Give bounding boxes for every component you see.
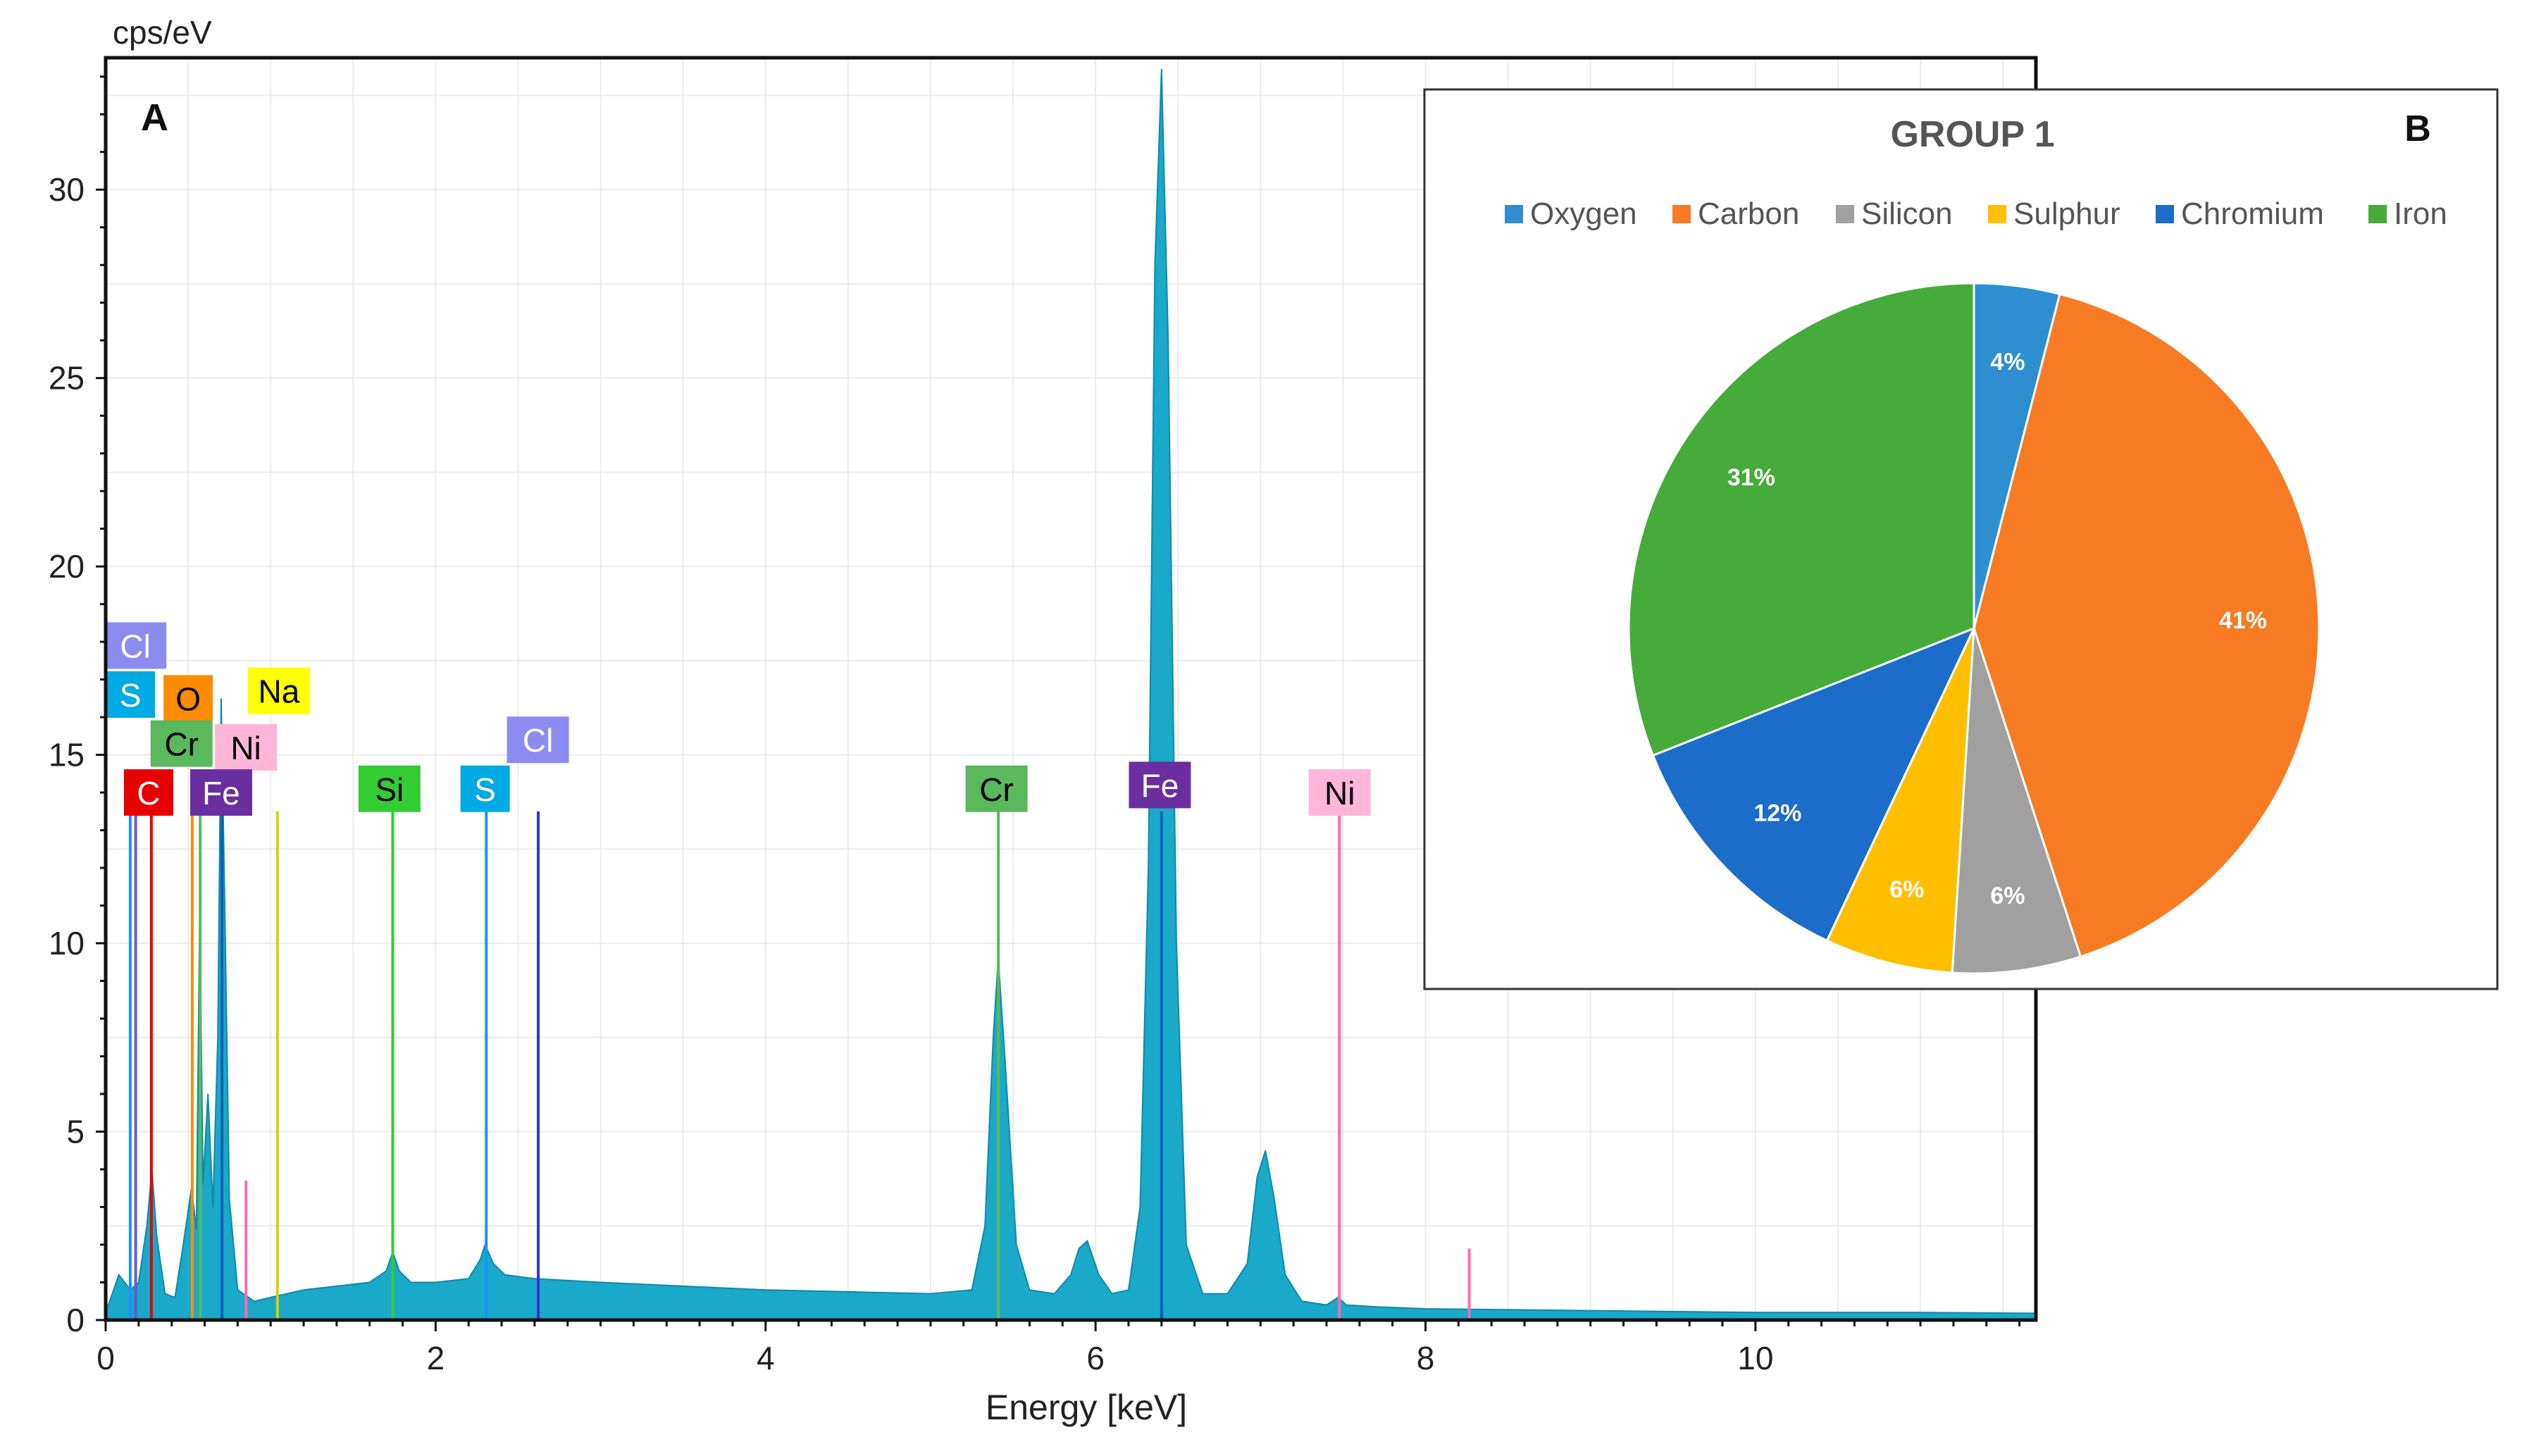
legend-item-carbon: Carbon — [1672, 197, 1799, 231]
element-label-text: Cl — [523, 722, 553, 759]
legend-label: Iron — [2394, 197, 2447, 231]
element-label-box — [104, 622, 167, 669]
legend-item-silicon: Silicon — [1836, 197, 1953, 231]
element-label-text: Fe — [1141, 767, 1179, 804]
legend-swatch — [2368, 205, 2387, 223]
y-tick-label: 30 — [49, 171, 85, 208]
y-tick-label: 15 — [49, 737, 85, 773]
element-label-text: Cr — [979, 771, 1014, 808]
legend-swatch — [1988, 205, 2006, 223]
y-tick-label: 10 — [49, 925, 85, 962]
panel-label-a: A — [141, 97, 168, 139]
pie-label-sulphur: 6% — [1889, 876, 1924, 903]
element-label-box — [215, 723, 278, 771]
legend-swatch — [1505, 205, 1523, 223]
legend-item-iron: Iron — [2368, 197, 2447, 231]
element-label-text: C — [137, 775, 160, 811]
element-label-text: S — [474, 771, 496, 808]
pie-slice-chromium — [1651, 626, 1976, 942]
pie-label-oxygen: 4% — [1990, 349, 2025, 375]
element-label-text: Fe — [202, 775, 240, 811]
x-axis-ticks: 0 2 4 6 8 10 — [97, 1320, 2021, 1376]
x-tick-label: 8 — [1417, 1340, 1435, 1376]
element-label-o: O — [163, 675, 213, 722]
element-label-s: S — [460, 765, 510, 812]
element-label-box — [1308, 769, 1371, 816]
element-label-text: Na — [258, 673, 299, 710]
pie-title: GROUP 1 — [1890, 114, 2054, 155]
legend-swatch — [1836, 205, 1854, 223]
y-tick-label: 5 — [66, 1114, 85, 1150]
spectrum-area — [105, 68, 2037, 1321]
pie-slice-carbon — [1973, 292, 2321, 958]
pie-slices — [1627, 282, 2321, 975]
pie-label-carbon: 41% — [2219, 607, 2267, 634]
legend-label: Sulphur — [2013, 197, 2120, 231]
element-label-text: Ni — [230, 730, 261, 766]
element-label-s: S — [106, 671, 156, 718]
element-label-box — [150, 720, 213, 767]
legend-item-oxygen: Oxygen — [1505, 197, 1637, 231]
y-tick-label: 25 — [49, 360, 85, 397]
pie-label-iron: 31% — [1727, 464, 1775, 491]
element-label-cl: Cl — [104, 622, 167, 669]
x-tick-label: 10 — [1737, 1340, 1773, 1376]
x-axis-label: Energy [keV] — [986, 1388, 1187, 1427]
pie-label-silicon: 6% — [1990, 883, 2025, 909]
element-label-ni: Ni — [215, 723, 278, 771]
element-label-cr: Cr — [150, 720, 213, 767]
element-label-text: S — [120, 677, 142, 714]
x-tick-label: 6 — [1086, 1340, 1105, 1376]
y-tick-label: 0 — [66, 1302, 85, 1338]
element-label-text: Cl — [120, 628, 150, 664]
element-label-box — [1129, 761, 1191, 809]
element-label-cl: Cl — [507, 716, 569, 764]
element-label-box — [358, 765, 421, 812]
x-tick-label: 4 — [757, 1340, 775, 1376]
x-tick-label: 2 — [427, 1340, 445, 1376]
element-label-fe: Fe — [190, 769, 252, 816]
pie-panel: GROUP 1 B Oxygen Carbon Silicon Sulphur Chro… — [1423, 88, 2499, 990]
pie-slice-labels: 4% 41% 6% 6% 12% 31% — [1727, 349, 2267, 909]
x-tick-label: 0 — [97, 1340, 115, 1376]
legend-swatch — [2156, 205, 2174, 223]
element-lines — [128, 811, 1471, 1320]
element-label-text: O — [175, 680, 201, 717]
pie-slice-sulphur — [1825, 628, 1975, 974]
element-label-ni: Ni — [1308, 769, 1371, 816]
element-label-box — [190, 769, 252, 816]
element-label-box — [460, 765, 510, 812]
element-label-box — [965, 765, 1028, 812]
pie-slice-silicon — [1951, 628, 2082, 975]
legend-label: Chromium — [2181, 197, 2324, 231]
element-label-box — [123, 769, 173, 816]
element-label-text: Ni — [1324, 775, 1355, 811]
element-label-box — [106, 671, 156, 718]
legend-label: Carbon — [1698, 197, 1799, 231]
y-axis-label: cps/eV — [113, 14, 212, 51]
element-label-si: Si — [358, 765, 421, 812]
legend-item-sulphur: Sulphur — [1988, 197, 2120, 231]
legend-label: Oxygen — [1530, 197, 1637, 231]
element-label-box — [507, 716, 569, 764]
element-label-c: C — [123, 769, 173, 816]
pie-legend: Oxygen Carbon Silicon Sulphur Chromium Iron — [1505, 197, 2447, 231]
panel-label-b: B — [2404, 108, 2431, 149]
element-label-box — [247, 667, 310, 714]
element-label-na: Na — [247, 667, 310, 714]
y-tick-label: 20 — [49, 548, 85, 585]
pie-label-chromium: 12% — [1753, 800, 1801, 827]
element-label-text: Si — [375, 771, 404, 808]
element-label-text: Cr — [164, 726, 199, 763]
legend-item-chromium: Chromium — [2156, 197, 2324, 231]
legend-label: Silicon — [1861, 197, 1953, 231]
element-label-fe: Fe — [1129, 761, 1191, 809]
legend-swatch — [1672, 205, 1691, 223]
element-label-cr: Cr — [965, 765, 1028, 812]
pie-slice-iron — [1627, 282, 1975, 757]
element-label-box — [163, 675, 213, 722]
y-axis-ticks: 0 5 10 15 20 25 30 — [49, 75, 106, 1338]
